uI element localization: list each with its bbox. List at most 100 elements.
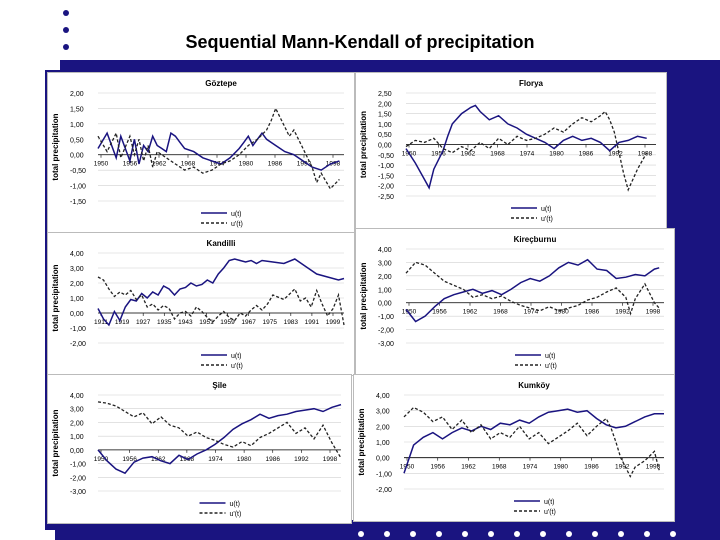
x-tick-label: 1968 (490, 151, 505, 158)
y-tick-label: -3,00 (378, 341, 394, 348)
x-tick-label: 1950 (94, 456, 109, 463)
x-tick-label: 1980 (239, 161, 254, 168)
y-tick-label: 2,00 (378, 101, 392, 108)
chart-title: Göztepe (205, 79, 237, 88)
x-tick-label: 1986 (584, 464, 599, 471)
y-tick-label: 1,50 (378, 112, 392, 119)
chart-kumkoy: Kumköy total precipitation 4,00 3,00 2,00 1,0… (357, 381, 664, 516)
x-tick-label: 1935 (157, 319, 172, 326)
x-tick-label: 1956 (431, 151, 446, 158)
slide-dot (488, 531, 494, 537)
x-tick-label: 1956 (123, 161, 138, 168)
y-tick-label: 4,00 (376, 393, 390, 400)
x-tick-label: 1998 (646, 464, 661, 471)
y-tick-label: -1,00 (70, 462, 86, 469)
slide-band-top (60, 60, 680, 74)
x-tick-label: 1986 (266, 456, 281, 463)
series-line-u-prime (405, 110, 648, 192)
x-tick-label: 1991 (305, 319, 320, 326)
y-tick-label: -2,00 (376, 487, 392, 494)
slide-dot (63, 27, 69, 33)
chart-kandilli: Kandilli total precipitation 4,00 3,00 2,00 1… (51, 239, 345, 370)
x-tick-label: 1974 (210, 161, 225, 168)
x-tick-label: 1980 (549, 151, 564, 158)
legend-label: u'(t) (545, 363, 557, 370)
y-tick-label: 0,50 (378, 132, 392, 139)
y-tick-label: 2,00 (70, 420, 84, 427)
x-tick-label: 1980 (554, 309, 569, 316)
y-tick-label: -1,50 (70, 199, 86, 206)
x-tick-label: 1992 (615, 309, 630, 316)
x-tick-label: 1962 (152, 161, 167, 168)
x-tick-label: 1950 (400, 464, 415, 471)
chart-title: Kireçburnu (514, 235, 557, 244)
series-line-u-prime (403, 406, 660, 478)
slide-dot (63, 44, 69, 50)
x-tick-label: 1974 (520, 151, 535, 158)
slide-dot (670, 531, 676, 537)
y-tick-label: -2,00 (378, 328, 394, 335)
y-tick-label: 3,00 (376, 409, 390, 416)
chart-panel-kandilli: Kandilli total precipitation 4,00 3,00 2,00 1… (47, 232, 355, 376)
chart-title: Florya (519, 79, 544, 88)
x-tick-label: 1956 (122, 456, 137, 463)
x-tick-label: 1983 (284, 319, 299, 326)
x-tick-label: 1959 (220, 319, 235, 326)
slide-dot (63, 10, 69, 16)
y-tick-label: -0,50 (378, 153, 394, 160)
x-tick-label: 1956 (432, 309, 447, 316)
x-tick-label: 1911 (94, 319, 108, 326)
y-tick-label: -2,00 (70, 341, 86, 348)
legend-label: u(t) (541, 206, 552, 213)
y-tick-label: -1,00 (70, 326, 86, 333)
x-tick-label: 1974 (524, 309, 539, 316)
y-axis-label: total precipitation (51, 113, 60, 180)
y-tick-label: 0,00 (70, 153, 84, 160)
series-line-u (405, 104, 647, 190)
y-tick-label: 4,00 (70, 393, 84, 400)
chart-sile: Şile total precipitation 4,00 3,00 2,00 1,00 0… (51, 381, 342, 518)
y-axis-label: total precipitation (51, 409, 60, 476)
series-line-u-prime (97, 401, 342, 459)
y-tick-label: -1,50 (378, 173, 394, 180)
x-tick-label: 1980 (237, 456, 252, 463)
chart-panel-kirecburnu: Kireçburnu total precipitation 4,00 3,00 2,0… (355, 228, 675, 376)
x-tick-label: 1980 (554, 464, 569, 471)
y-tick-label: 0,00 (70, 448, 84, 455)
x-tick-label: 1968 (181, 161, 196, 168)
y-tick-label: 0,00 (378, 301, 392, 308)
x-tick-label: 1943 (178, 319, 193, 326)
slide-dot (618, 531, 624, 537)
series-line-u-prime (97, 276, 345, 326)
series-line-u-prime (405, 261, 660, 316)
legend-label: u'(t) (231, 221, 243, 228)
slide-dot (592, 531, 598, 537)
chart-panel-goztepe: Göztepe total precipitation 2,00 1,50 1,00 0,… (47, 72, 355, 234)
y-tick-label: 1,00 (376, 440, 390, 447)
slide-dot (514, 531, 520, 537)
legend-label: u(t) (544, 499, 555, 506)
x-tick-label: 1968 (493, 309, 508, 316)
series-line-u (97, 258, 345, 327)
y-axis-label: total precipitation (357, 408, 366, 475)
y-tick-label: -1,00 (378, 163, 394, 170)
slide-dot (410, 531, 416, 537)
y-tick-label: 1,00 (70, 122, 84, 129)
slide-dot (540, 531, 546, 537)
y-axis-label: total precipitation (359, 111, 368, 178)
y-tick-label: -2,50 (378, 194, 394, 201)
series-line-u (403, 408, 664, 474)
y-tick-label: 4,00 (378, 247, 392, 254)
y-axis-label: total precipitation (51, 264, 60, 331)
chart-goztepe: Göztepe total precipitation 2,00 1,50 1,00 0,… (51, 79, 344, 228)
y-tick-label: 1,50 (70, 106, 84, 113)
x-tick-label: 1992 (294, 456, 309, 463)
y-tick-label: 1,00 (378, 122, 392, 129)
y-tick-label: 0,50 (70, 137, 84, 144)
x-tick-label: 1992 (297, 161, 312, 168)
x-tick-label: 1951 (199, 319, 214, 326)
slide-dot (384, 531, 390, 537)
x-tick-label: 1998 (646, 309, 661, 316)
x-tick-label: 1998 (638, 151, 653, 158)
x-tick-label: 1962 (463, 309, 478, 316)
